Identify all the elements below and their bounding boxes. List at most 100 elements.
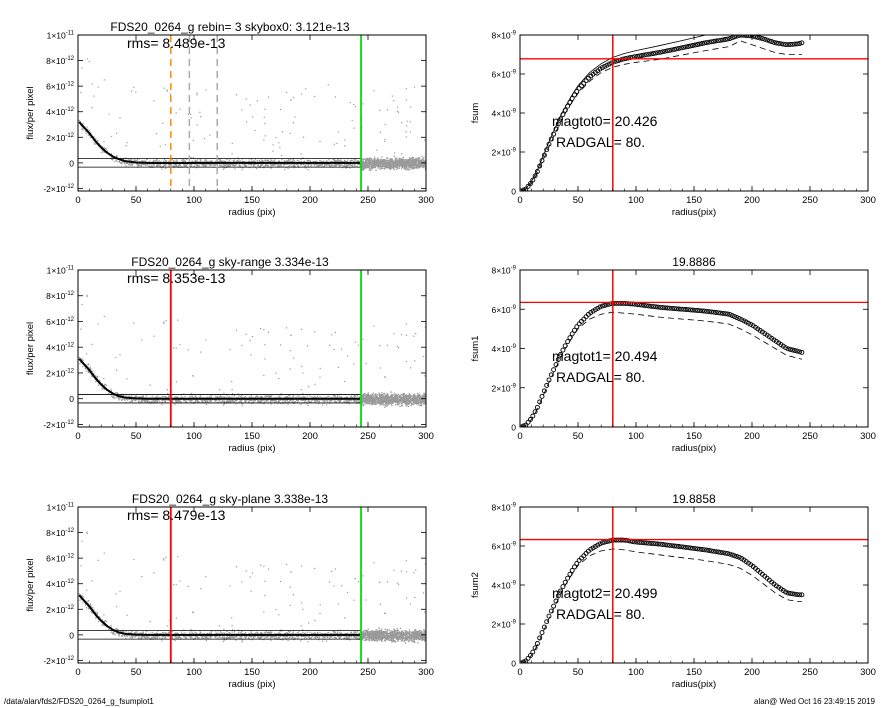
scatter-point xyxy=(391,159,393,161)
scatter-point xyxy=(138,165,141,167)
scatter-point xyxy=(206,400,208,402)
scatter-point xyxy=(204,399,206,401)
scatter-point xyxy=(395,400,397,402)
scatter-point xyxy=(377,159,380,161)
scatter-point xyxy=(414,397,416,400)
scatter-point xyxy=(287,403,289,406)
scatter-point xyxy=(302,395,304,397)
scatter-point xyxy=(126,162,128,164)
scatter-point xyxy=(375,164,377,167)
scatter-point xyxy=(359,399,361,401)
scatter-point xyxy=(306,395,308,397)
scatter-point xyxy=(156,158,158,160)
scatter-point xyxy=(177,319,179,321)
scatter-point xyxy=(331,334,333,336)
scatter-point xyxy=(339,159,341,161)
scatter-point xyxy=(339,395,341,397)
scatter-point xyxy=(384,138,386,140)
scatter-point xyxy=(337,160,340,162)
scatter-point xyxy=(397,163,400,166)
scatter-point xyxy=(376,394,378,396)
scatter-point xyxy=(128,395,130,397)
scatter-point xyxy=(252,164,255,166)
scatter-point xyxy=(241,109,243,111)
scatter-point xyxy=(322,400,324,402)
scatter-point xyxy=(422,394,424,397)
scatter-point xyxy=(307,159,310,162)
scatter-point xyxy=(152,161,154,163)
scatter-point xyxy=(242,167,244,169)
scatter-point xyxy=(394,161,396,164)
scatter-point xyxy=(148,165,150,167)
scatter-point xyxy=(260,159,262,161)
scatter-point xyxy=(388,397,390,399)
scatter-point xyxy=(394,398,397,401)
scatter-point xyxy=(409,166,411,168)
scatter-point xyxy=(363,400,365,403)
scatter-point xyxy=(86,126,88,128)
scatter-point xyxy=(398,111,400,113)
scatter-point xyxy=(295,163,297,165)
scatter-point xyxy=(280,154,283,157)
scatter-point xyxy=(400,398,402,400)
scatter-point xyxy=(164,144,166,146)
scatter-point xyxy=(195,395,197,397)
scatter-point xyxy=(371,401,373,403)
scatter-point xyxy=(223,392,225,394)
scatter-point xyxy=(274,159,276,161)
scatter-point xyxy=(285,327,288,329)
scatter-point xyxy=(329,163,331,165)
scatter-point xyxy=(137,160,139,162)
scatter-point xyxy=(85,370,88,372)
scatter-point xyxy=(423,156,425,158)
scatter-point xyxy=(199,111,201,113)
scatter-point xyxy=(264,164,267,166)
scatter-point xyxy=(418,167,420,169)
scatter-point xyxy=(322,160,324,162)
scatter-point xyxy=(416,398,418,401)
scatter-point xyxy=(183,399,185,402)
scatter-point xyxy=(259,328,262,330)
scatter-point xyxy=(146,164,148,166)
scatter-point xyxy=(238,395,240,397)
scatter-point xyxy=(81,67,83,69)
scatter-point xyxy=(278,160,280,162)
scatter-point xyxy=(332,164,334,167)
scatter-point xyxy=(91,83,93,85)
scatter-point xyxy=(317,396,319,398)
scatter-point xyxy=(219,396,221,398)
scatter-point xyxy=(311,396,313,398)
scatter-point xyxy=(417,161,419,164)
scatter-point xyxy=(383,164,385,166)
scatter-point xyxy=(114,392,116,394)
scatter-point xyxy=(110,158,112,160)
scatter-point xyxy=(362,165,364,167)
scatter-point xyxy=(157,164,159,166)
scatter-point xyxy=(391,166,393,169)
scatter-point xyxy=(353,103,355,105)
scatter-point xyxy=(409,367,412,369)
scatter-point xyxy=(245,98,247,100)
scatter-point xyxy=(386,157,388,159)
scatter-point xyxy=(101,149,103,151)
scatter-point xyxy=(270,399,272,401)
scatter-point xyxy=(337,366,339,368)
scatter-point xyxy=(221,400,223,402)
scatter-point xyxy=(159,165,161,167)
scatter-point xyxy=(197,401,199,403)
scatter-point xyxy=(115,160,117,162)
scatter-point xyxy=(121,399,123,402)
scatter-point xyxy=(306,164,308,166)
scatter-point xyxy=(90,369,92,371)
scatter-point xyxy=(189,113,192,116)
scatter-point xyxy=(418,165,420,167)
scatter-point xyxy=(372,164,374,166)
scatter-point xyxy=(344,400,346,402)
scatter-point xyxy=(373,402,375,404)
scatter-point xyxy=(146,158,148,161)
scatter-point xyxy=(191,160,193,162)
scatter-point xyxy=(231,153,233,155)
scatter-point xyxy=(334,395,336,397)
scatter-point xyxy=(423,163,425,165)
scatter-point xyxy=(314,400,316,402)
